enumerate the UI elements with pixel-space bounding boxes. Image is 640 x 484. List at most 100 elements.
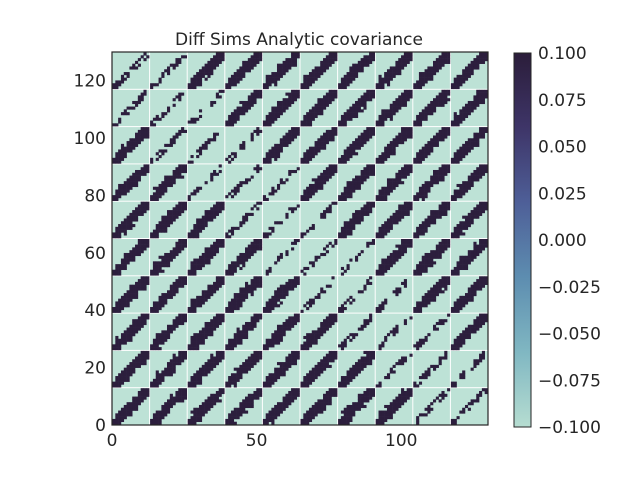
heatmap-cell xyxy=(158,378,162,382)
heatmap-cell xyxy=(340,77,345,81)
heatmap-cell xyxy=(334,164,338,168)
heatmap-cell xyxy=(161,72,165,76)
heatmap-cell xyxy=(218,284,222,288)
heatmap-cell xyxy=(242,146,246,150)
heatmap-cell xyxy=(183,55,187,59)
heatmap-cell xyxy=(265,384,269,388)
heatmap-cell xyxy=(479,60,483,64)
heatmap-cell xyxy=(166,407,171,411)
heatmap-cell xyxy=(213,247,217,251)
heatmap-cell xyxy=(135,402,139,406)
heatmap-cell xyxy=(175,215,179,219)
heatmap-cell xyxy=(265,416,269,420)
heatmap-cell xyxy=(317,404,321,409)
heatmap-cell xyxy=(303,195,307,199)
heatmap-cell xyxy=(378,80,382,84)
heatmap-cell xyxy=(120,157,125,161)
heatmap-cell xyxy=(204,218,208,222)
heatmap-cell xyxy=(178,164,182,168)
heatmap-cell xyxy=(406,92,410,96)
heatmap-cell xyxy=(328,399,332,403)
heatmap-cell xyxy=(406,127,410,131)
heatmap-cell xyxy=(320,106,324,110)
heatmap-cell xyxy=(137,287,141,291)
heatmap-cell xyxy=(140,129,144,133)
heatmap-cell xyxy=(323,247,327,251)
heatmap-cell xyxy=(253,281,257,285)
heatmap-cell xyxy=(175,324,179,328)
heatmap-cell xyxy=(371,204,375,208)
heatmap-cell xyxy=(328,313,332,317)
heatmap-cell xyxy=(213,356,217,360)
heatmap-cell xyxy=(126,295,130,299)
heatmap-cell xyxy=(363,321,367,326)
heatmap-cell xyxy=(215,353,219,357)
heatmap-cell xyxy=(164,330,168,334)
heatmap-cell xyxy=(175,252,179,257)
heatmap-cell xyxy=(438,204,442,208)
heatmap-cell xyxy=(453,307,457,311)
heatmap-cell xyxy=(137,207,141,211)
heatmap-cell xyxy=(427,72,431,76)
heatmap-cell xyxy=(172,327,176,331)
heatmap-cell xyxy=(346,264,350,268)
heatmap-cell xyxy=(369,89,373,93)
heatmap-cell xyxy=(464,106,469,110)
heatmap-cell xyxy=(430,66,434,70)
heatmap-cell xyxy=(413,307,417,311)
heatmap-cell xyxy=(433,63,437,67)
heatmap-cell xyxy=(378,410,382,414)
heatmap-cell xyxy=(346,413,350,417)
heatmap-cell xyxy=(384,266,388,271)
heatmap-cell xyxy=(470,109,474,113)
heatmap-cell xyxy=(152,229,157,233)
heatmap-cell xyxy=(346,410,350,414)
heatmap-cell xyxy=(146,204,150,208)
heatmap-cell xyxy=(441,241,445,245)
heatmap-cell xyxy=(343,229,347,233)
heatmap-cell xyxy=(306,117,310,121)
heatmap-cell xyxy=(120,80,125,84)
heatmap-cell xyxy=(447,388,451,392)
heatmap-cell xyxy=(126,221,130,225)
heatmap-cell xyxy=(250,175,254,179)
heatmap-cell xyxy=(242,261,246,265)
heatmap-cell xyxy=(256,201,260,205)
heatmap-cell xyxy=(398,404,402,409)
heatmap-cell xyxy=(140,281,144,285)
heatmap-cell xyxy=(323,407,327,411)
heatmap-cell xyxy=(424,269,428,273)
heatmap-cell xyxy=(470,284,474,288)
heatmap-cell xyxy=(132,175,136,179)
heatmap-cell xyxy=(213,135,217,139)
heatmap-cell xyxy=(126,330,130,334)
heatmap-cell xyxy=(230,378,235,382)
heatmap-cell xyxy=(346,149,350,153)
heatmap-cell xyxy=(137,327,141,331)
heatmap-cell xyxy=(479,244,483,248)
heatmap-cell xyxy=(201,367,205,371)
heatmap-cell xyxy=(175,281,179,285)
heatmap-cell xyxy=(112,272,116,276)
heatmap-cell xyxy=(265,155,269,159)
heatmap-cell xyxy=(126,74,130,78)
heatmap-cell xyxy=(450,384,455,388)
heatmap-cell xyxy=(343,407,347,411)
heatmap-block xyxy=(450,388,488,425)
heatmap-cell xyxy=(175,279,179,283)
heatmap-cell xyxy=(183,239,187,243)
heatmap-cell xyxy=(476,247,480,251)
heatmap-cell xyxy=(221,316,225,320)
heatmap-cell xyxy=(360,169,364,174)
heatmap-cell xyxy=(424,301,428,305)
heatmap-cell xyxy=(386,333,391,337)
heatmap-cell xyxy=(245,63,249,67)
heatmap-cell xyxy=(215,279,219,283)
heatmap-cell xyxy=(435,138,439,142)
heatmap-cell xyxy=(398,172,402,176)
heatmap-cell xyxy=(464,255,469,259)
heatmap-block xyxy=(112,276,150,313)
heatmap-cell xyxy=(338,157,342,161)
heatmap-block xyxy=(300,239,338,276)
heatmap-cell xyxy=(381,86,385,90)
